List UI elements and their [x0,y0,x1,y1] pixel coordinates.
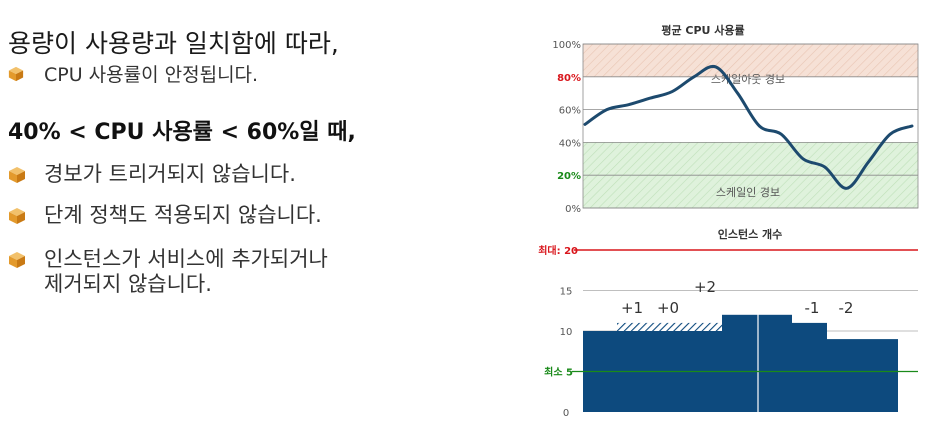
instance-bar [758,314,792,412]
min-capacity-label: 최소 5 [544,366,573,379]
cpu-chart-title: 평균 CPU 사용률 [661,23,744,37]
max-capacity-label: 최대: 20 [538,244,578,257]
bullet-text: 인스턴스가 서비스에 추가되거나 제거되지 않습니다. [44,247,328,296]
cpu-series-line [583,64,914,190]
intro-line-2: CPU 사용률이 안정됩니다. [8,60,258,87]
cpu-plot-frame [582,43,919,209]
instance-tick-label: 0 [563,408,569,419]
step-change-label: +2 [694,278,716,296]
bullet-text: 경보가 트리거되지 않습니다. [44,162,296,186]
cpu-tick-label: 60% [559,106,581,117]
cpu-tick-label: 20% [557,171,581,182]
cpu-tick-label: 80% [557,73,581,84]
cpu-band [583,44,918,77]
bullet-text: 단계 정책도 적용되지 않습니다. [44,203,322,227]
instance-bar-added [668,322,722,331]
bullet-item: 경보가 트리거되지 않습니다. [8,162,296,187]
instance-bar [827,339,898,412]
cpu-tick-label: 40% [559,138,581,149]
box-icon [9,167,25,183]
step-change-label: +0 [657,299,679,317]
step-change-label: -1 [805,299,820,317]
box-icon [9,208,25,224]
cpu-tick-label: 0% [565,204,581,215]
condition-heading: 40% < CPU 사용률 < 60%일 때, [8,120,356,145]
instance-bar-added [617,322,668,331]
intro-line-2-text: CPU 사용률이 안정됩니다. [44,64,259,86]
intro-line-1: 용량이 사용량과 일치함에 따라, [8,29,339,58]
instance-tick-label: 15 [560,287,573,298]
instance-bar [722,314,758,412]
instance-tick-label: 10 [560,327,573,338]
instance-chart-title: 인스턴스 개수 [718,227,783,241]
box-icon [9,252,25,268]
bullet-item: 인스턴스가 서비스에 추가되거나 제거되지 않습니다. [8,247,328,297]
box-icon [8,66,24,81]
step-change-label: -2 [839,299,854,317]
step-change-label: +1 [621,299,643,317]
instance-chart: 인스턴스 개수 +1 +0 +2 -1 -2 0 10 15 최소 5 최대: 20 [538,227,918,419]
cpu-tick-label: 100% [552,40,581,51]
bullet-item: 단계 정책도 적용되지 않습니다. [8,203,322,228]
instance-bar [792,322,827,412]
scale-in-band-label: 스케일인 경보 [716,185,780,199]
